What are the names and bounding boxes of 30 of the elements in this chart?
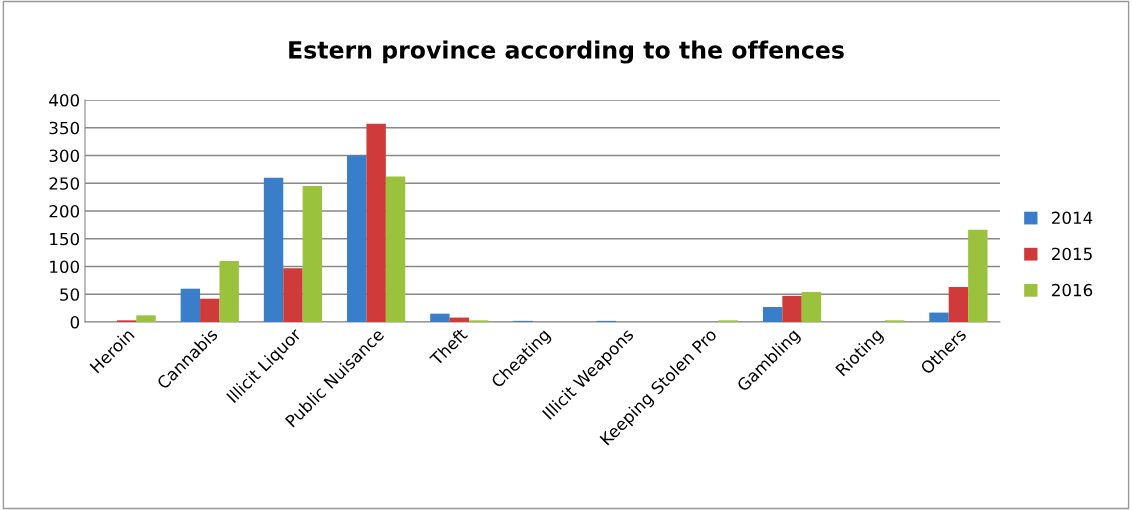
bar [366, 123, 386, 322]
y-tick-label: 150 [50, 232, 80, 246]
bar [136, 315, 156, 322]
bar [302, 186, 323, 322]
bar [782, 295, 802, 322]
bar [219, 260, 239, 322]
bar [200, 298, 220, 322]
bar [762, 307, 783, 322]
y-tick-label: 100 [50, 260, 80, 274]
bar [968, 229, 988, 322]
bar [385, 176, 406, 322]
y-tick-label: 300 [49, 149, 80, 163]
bar [347, 155, 367, 322]
y-tick-label: 400 [49, 93, 80, 107]
y-tick-label: 250 [49, 177, 80, 190]
bar [801, 292, 822, 322]
chart-title: Estern province according to the offences [289, 40, 844, 64]
legend-label: 2014 [1052, 211, 1093, 225]
legend-label: 2016 [1052, 283, 1093, 297]
bar [430, 313, 450, 322]
bar [929, 312, 949, 322]
bar [948, 287, 969, 322]
y-tick-label: 50 [60, 288, 80, 301]
bar [263, 177, 284, 322]
y-tick-label: 350 [49, 121, 80, 135]
y-tick-label: 0 [70, 315, 80, 329]
legend-label: 2015 [1052, 247, 1092, 261]
bar [180, 288, 201, 322]
bar [283, 268, 303, 322]
y-tick-label: 200 [49, 204, 80, 218]
